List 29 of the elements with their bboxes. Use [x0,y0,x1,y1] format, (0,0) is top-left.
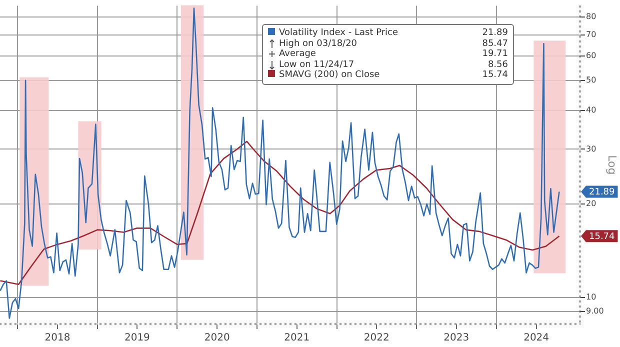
annotation: 19.71 [482,49,508,60]
y-tick-label: 80 [586,12,596,22]
y-tick-label: 20 [586,198,596,208]
x-tick-label: 2023 [444,332,470,344]
legend-label: Volatility Index - Last Price [278,28,398,38]
annotation: 8.56 [488,60,508,70]
annotation: 85.47 [482,38,508,49]
y-tick-label: 70 [586,30,596,40]
text: 21.89 [588,188,616,198]
annotation: 15.74 [482,70,508,80]
x-tick-label: 2022 [364,332,390,344]
x-tick-label: 2020 [204,332,230,344]
x-tick-label: 2024 [524,332,550,344]
x-tick-label: 2019 [124,332,150,344]
annotation: High on 03/18/20 [278,38,358,49]
annotation: Average [278,49,316,60]
x-tick-label: 2021 [284,332,310,344]
y-axis-title: Log [606,155,619,175]
y-tick-label: 9.00 [586,306,604,316]
y-tick-label: 10 [586,292,596,302]
y-tick-label: 30 [586,144,596,154]
annotation: Low on 11/24/17 [278,60,354,70]
text: 15.74 [588,232,616,242]
annotation: 21.89 [482,28,508,38]
y-tick-label: 40 [586,106,596,115]
y-tick-label: 50 [586,76,596,85]
x-tick-label: 2018 [44,332,70,344]
legend-label: SMAVG (200) on Close [278,70,380,80]
y-tick-label: 60 [586,50,596,60]
